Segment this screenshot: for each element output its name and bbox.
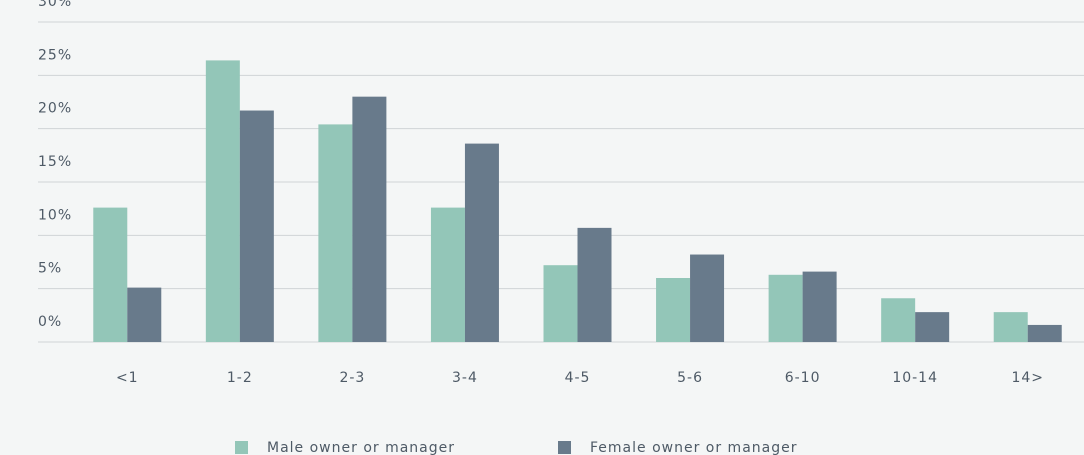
bar xyxy=(464,143,499,342)
bar xyxy=(768,274,803,342)
x-tick-label: 14> xyxy=(1011,370,1044,386)
x-tick-label: 10-14 xyxy=(892,370,938,386)
legend-swatch xyxy=(235,441,248,454)
bar xyxy=(690,254,725,342)
y-tick-label: 15% xyxy=(38,154,72,170)
bar xyxy=(205,60,240,343)
bar xyxy=(993,312,1028,342)
legend-label: Male owner or manager xyxy=(267,440,455,455)
y-tick-label: 0% xyxy=(38,314,62,330)
legend-label: Female owner or manager xyxy=(590,440,797,455)
bar xyxy=(430,207,465,342)
bar xyxy=(656,278,691,342)
legend-swatch xyxy=(558,441,571,454)
bar xyxy=(577,227,612,342)
x-tick-label: 1-2 xyxy=(227,370,253,386)
x-tick-label: <1 xyxy=(116,370,139,386)
bar xyxy=(318,124,353,343)
x-tick-label: 4-5 xyxy=(565,370,591,386)
y-tick-label: 5% xyxy=(38,261,62,277)
x-tick-label: 2-3 xyxy=(339,370,365,386)
y-tick-label: 30% xyxy=(38,0,72,10)
bar xyxy=(127,287,162,342)
bar xyxy=(802,271,837,342)
bar xyxy=(543,265,578,342)
bar xyxy=(881,298,916,342)
y-tick-label: 10% xyxy=(38,207,72,223)
bar xyxy=(352,96,387,343)
y-tick-label: 25% xyxy=(38,47,72,63)
bar xyxy=(239,110,274,343)
bar xyxy=(915,312,950,342)
x-tick-label: 6-10 xyxy=(785,370,821,386)
x-tick-label: 5-6 xyxy=(677,370,703,386)
y-tick-label: 20% xyxy=(38,101,72,117)
bar xyxy=(1027,324,1062,342)
bar xyxy=(93,207,128,342)
x-tick-label: 3-4 xyxy=(452,370,478,386)
